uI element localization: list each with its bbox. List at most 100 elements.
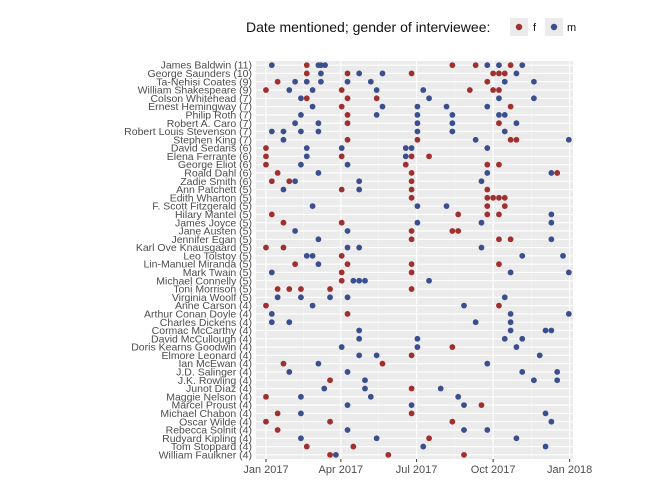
data-point-f: [263, 302, 269, 309]
y-tick-label: Rudyard Kipling (4): [162, 433, 252, 445]
legend-label-m: m: [567, 22, 576, 34]
data-point-f: [402, 161, 409, 168]
data-point-f: [496, 236, 502, 243]
x-tick-label: Jan 2018: [547, 464, 592, 476]
data-point-f: [385, 451, 392, 458]
data-point-f: [263, 161, 269, 168]
data-point-m: [298, 410, 304, 417]
data-point-f: [408, 385, 415, 392]
data-point-m: [298, 435, 304, 442]
y-tick-label: Toni Morrison (5): [173, 284, 252, 296]
data-point-m: [318, 78, 324, 85]
x-tick-labels: Jan 2017 Apr 2017 Jul 2017 Oct 2017 Jan 2018: [243, 459, 592, 476]
data-point-m: [484, 145, 491, 151]
data-point-m: [402, 145, 409, 151]
y-tick-label: Michael Chabon (4): [160, 408, 252, 420]
data-point-m: [298, 128, 304, 135]
data-point-m: [315, 261, 322, 268]
data-point-m: [501, 335, 508, 342]
data-point-m: [565, 136, 572, 143]
data-point-f: [274, 427, 281, 433]
data-point-m: [548, 211, 555, 218]
data-point-m: [303, 145, 310, 151]
data-point-m: [507, 319, 514, 326]
data-point-m: [292, 228, 298, 234]
data-point-m: [548, 219, 555, 226]
data-point-f: [414, 136, 421, 143]
data-point-f: [379, 360, 386, 367]
data-point-f: [338, 103, 345, 110]
data-point-f: [426, 153, 432, 160]
data-point-f: [426, 435, 432, 442]
data-point-m: [362, 277, 368, 284]
data-point-m: [315, 120, 322, 127]
data-point-f: [496, 120, 502, 127]
data-point-m: [501, 78, 508, 85]
y-tick-label: Zadie Smith (6): [180, 176, 252, 188]
data-point-f: [373, 95, 380, 102]
y-tick-label: James Baldwin (11): [161, 60, 252, 72]
y-tick-label: Hilary Mantel (5): [175, 209, 252, 221]
data-point-m: [338, 145, 345, 151]
data-point-f: [408, 186, 415, 193]
data-point-f: [408, 261, 415, 268]
data-point-f: [286, 178, 293, 185]
y-tick-label: Charles Dickens (4): [160, 317, 252, 329]
y-tick-label: Rebecca Solnit (4): [166, 425, 252, 437]
y-tick-label: Cormac McCarthy (4): [152, 325, 252, 337]
legend-label-f: f: [533, 22, 537, 34]
data-points: [263, 62, 572, 458]
data-point-m: [373, 352, 380, 359]
data-point-m: [461, 302, 467, 309]
data-point-m: [321, 385, 328, 392]
data-point-m: [309, 203, 316, 210]
data-point-m: [367, 78, 374, 85]
data-point-m: [268, 269, 275, 276]
data-point-m: [501, 294, 508, 301]
data-point-f: [280, 244, 287, 251]
data-point-f: [496, 261, 502, 268]
data-point-m: [548, 170, 555, 176]
data-point-m: [449, 128, 456, 135]
data-point-m: [298, 112, 304, 118]
data-point-m: [315, 236, 322, 243]
y-tick-label: Arthur Conan Doyle (4): [144, 308, 252, 320]
data-point-m: [507, 327, 514, 334]
data-point-m: [362, 385, 368, 392]
data-point-f: [554, 170, 561, 176]
y-tick-label: George Saunders (10): [148, 68, 252, 80]
data-point-m: [356, 327, 363, 334]
y-tick-label: Lin-Manuel Miranda (5): [143, 259, 252, 271]
data-point-m: [455, 393, 462, 400]
y-tick-label: Elmore Leonard (4): [162, 350, 252, 362]
y-tick-label: Oscar Wilde (4): [179, 416, 252, 428]
data-point-f: [327, 377, 333, 384]
y-tick-label: Robert Louis Stevenson (7): [124, 126, 252, 138]
data-point-f: [496, 194, 502, 201]
data-point-m: [379, 70, 386, 77]
data-point-f: [496, 211, 502, 218]
legend-marker-f: [515, 23, 523, 31]
data-point-f: [274, 170, 281, 176]
y-tick-label: Ann Patchett (5): [176, 184, 252, 196]
data-point-m: [420, 87, 427, 93]
data-point-f: [490, 194, 497, 201]
data-point-m: [437, 385, 444, 392]
data-point-f: [449, 228, 456, 234]
legend: Date mentioned; gender of interviewee: f…: [246, 18, 576, 36]
data-point-m: [373, 87, 380, 93]
data-point-m: [420, 443, 427, 450]
data-point-f: [298, 286, 304, 292]
data-point-m: [280, 128, 287, 135]
data-point-m: [309, 302, 316, 309]
data-point-m: [322, 62, 328, 69]
data-point-m: [548, 327, 555, 334]
data-point-m: [472, 319, 479, 326]
data-point-m: [414, 344, 421, 350]
data-point-m: [513, 344, 520, 350]
data-point-m: [344, 294, 351, 301]
data-point-f: [408, 410, 415, 417]
data-point-m: [344, 244, 351, 251]
